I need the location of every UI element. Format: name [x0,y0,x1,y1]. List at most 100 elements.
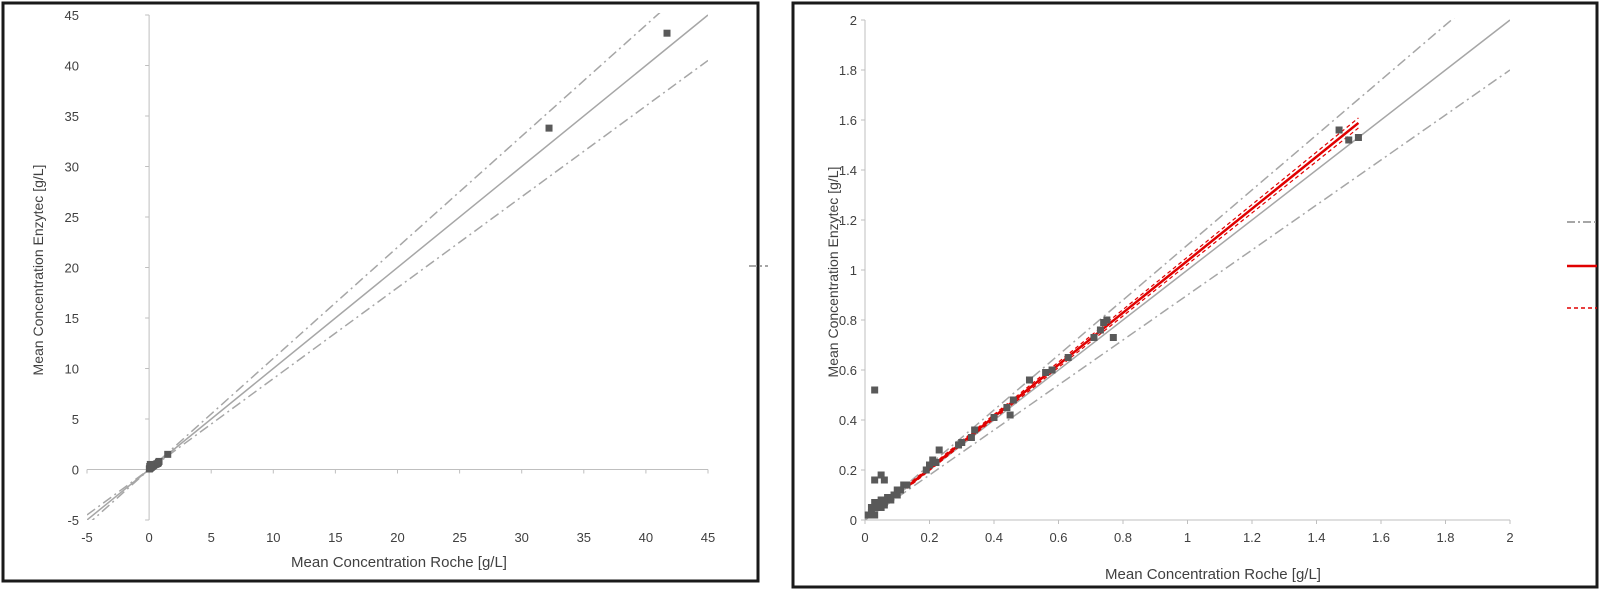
right-data-point [1096,326,1104,334]
right-data-point [871,476,879,484]
left-x-tick-label: 25 [452,530,466,545]
right-data-point [1042,369,1050,376]
left-x-tick-label: 0 [145,530,152,545]
left-y-tick-label: 40 [65,59,79,74]
left-y-tick-label: 45 [65,8,79,23]
left-x-tick-label: 45 [701,530,715,545]
left-data-point [663,29,671,37]
right-data-point [1025,376,1033,384]
left-plot-content: -5 0 5 10 15 20 25 30 35 40 45 -5 0 5 10 15 20 25 30 35 40 45 [65,8,716,545]
left-reference-line-lower [87,59,708,516]
right-y-tick-label: 1 [850,263,857,278]
right-x-tick-label: 0 [861,530,868,545]
right-regression-ci-lower [906,127,1359,489]
right-data-point [871,386,879,394]
left-x-tick-label: 20 [390,530,404,545]
right-y-tick-label: 1.6 [839,113,857,128]
right-y-tick-label: 0.6 [839,363,857,378]
left-y-tick-label: 0 [72,463,79,478]
right-data-point [1090,334,1098,341]
right-data-point [867,511,875,519]
right-x-tick-label: 1.4 [1307,530,1325,545]
left-data-point [545,124,553,132]
right-x-tick-label: 1.8 [1436,530,1454,545]
right-data-point [877,471,885,479]
right-plot-content: 0 0.2 0.4 0.6 0.8 1 1.2 1.4 1.6 1.8 2 0 0.2 0.4 0.6 0.8… [839,13,1514,545]
right-x-tick-label: 1.2 [1243,530,1261,545]
left-reference-line-upper [91,13,661,520]
left-y-axis-title: Mean Concentration Enzytec [g/L] [30,165,46,376]
left-y-tick-label: 25 [65,210,79,225]
right-data-point [1009,396,1017,404]
right-data-point [932,459,940,466]
right-data-point [1064,354,1072,361]
right-data-point [1006,411,1014,419]
right-x-tick-label: 0.6 [1049,530,1067,545]
left-y-tick-label: 5 [72,412,79,427]
left-y-tick-label: 20 [65,261,79,276]
right-data-point [903,481,911,489]
right-data-point [967,434,975,441]
right-data-point [1345,136,1353,144]
left-data-point [164,450,172,458]
right-y-axis-title: Mean Concentration Enzytec [g/L] [825,167,841,378]
right-x-tick-label: 2 [1506,530,1513,545]
right-data-point [880,476,888,484]
left-chart-panel: -5 0 5 10 15 20 25 30 35 40 45 -5 0 5 10 15 20 25 30 35 40 45… [1,1,760,583]
right-y-tick-label: 1.4 [839,163,857,178]
left-chart-frame [1,1,760,583]
right-data-point [880,501,888,509]
left-x-axis-title: Mean Concentration Roche [g/L] [291,554,507,571]
right-chart-frame [791,1,1599,589]
right-data-point [867,504,875,511]
left-x-tick-label: 5 [208,530,215,545]
left-data-point [155,457,163,465]
left-data-point [146,460,154,468]
left-x-tick-label: 15 [328,530,342,545]
right-chart-panel: 0 0.2 0.4 0.6 0.8 1 1.2 1.4 1.6 1.8 2 0 0.2 0.4 0.6 0.8… [791,1,1599,589]
left-y-tick-label: -5 [67,513,79,528]
right-data-point [896,486,904,494]
left-plot-area [87,13,708,520]
right-x-tick-label: 1 [1184,530,1191,545]
right-regression-line [906,121,1360,488]
right-data-point [958,439,966,446]
right-data-point [887,496,895,504]
right-x-tick-label: 0.8 [1114,530,1132,545]
right-y-tick-label: 2 [850,13,857,28]
right-x-tick-label: 0.2 [920,530,938,545]
right-data-point [922,466,930,474]
right-data-point [990,414,998,421]
left-y-tick-label: 15 [65,311,79,326]
right-y-tick-label: 0 [850,513,857,528]
right-x-tick-label: 0.4 [985,530,1003,545]
left-x-tick-label: -5 [81,530,93,545]
left-reference-line-identity [87,14,708,520]
right-y-tick-label: 0.8 [839,313,857,328]
left-y-tick-label: 30 [65,160,79,175]
right-x-tick-label: 1.6 [1372,530,1390,545]
left-x-tick-label: 30 [514,530,528,545]
right-data-point [1103,316,1111,324]
right-regression-ci-upper [906,117,1359,486]
right-data-point [1109,334,1117,341]
right-y-tick-label: 1.2 [839,213,857,228]
left-x-tick-label: 35 [577,530,591,545]
right-data-point [1003,404,1011,411]
left-x-tick-label: 10 [266,530,280,545]
right-data-point [935,446,943,454]
right-reference-line-lower [865,69,1510,520]
right-data-point [971,426,979,434]
right-data-point [893,491,901,499]
right-data-point [1048,366,1056,374]
right-y-tick-label: 0.2 [839,463,857,478]
left-y-tick-label: 35 [65,109,79,124]
right-data-point [1354,134,1362,141]
right-y-tick-label: 0.4 [839,413,857,428]
right-data-point [1335,126,1343,134]
right-data-point [926,461,933,469]
left-x-tick-label: 40 [639,530,653,545]
right-y-tick-label: 1.8 [839,63,857,78]
right-legend-fragment [1567,221,1597,309]
